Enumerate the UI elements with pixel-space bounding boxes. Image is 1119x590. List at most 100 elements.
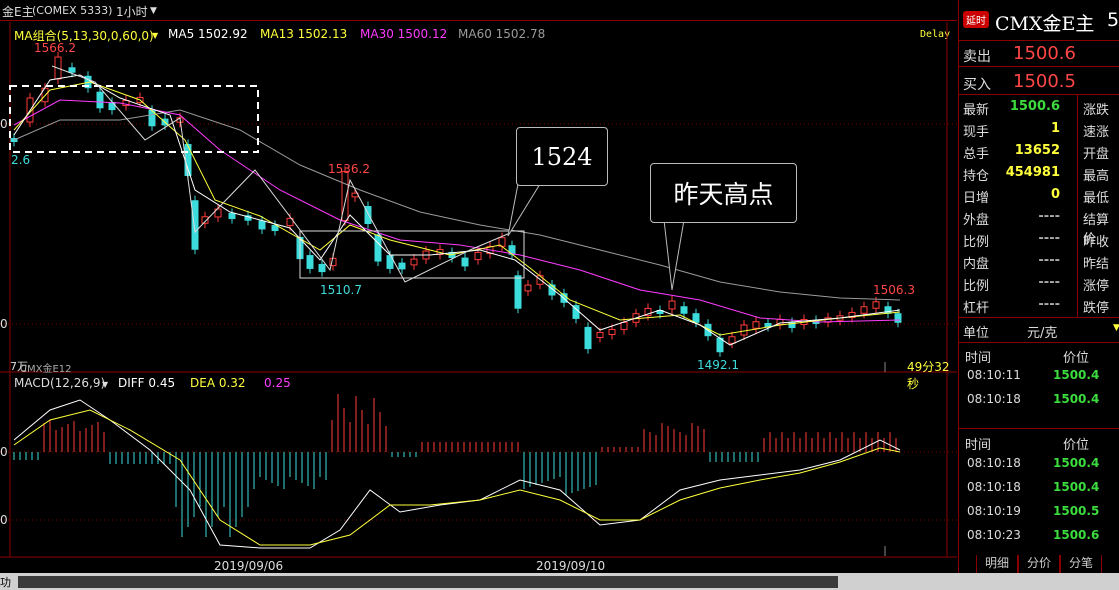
chevron-down-icon[interactable]: ▼ — [150, 6, 157, 16]
candle-body — [96, 91, 104, 109]
period-selector[interactable]: 1小时 — [116, 5, 148, 19]
quote-row-value: 1500.6 — [1009, 99, 1060, 114]
unit-value[interactable]: 元/克 — [1027, 326, 1058, 341]
candle-body — [68, 67, 76, 73]
candle-body — [374, 234, 382, 262]
unit-row[interactable]: 单位 元/克 ▼ — [959, 317, 1119, 343]
candle-body — [386, 255, 394, 269]
quote-row-label: 总手 — [963, 147, 990, 162]
status-left-text: 功 — [0, 576, 11, 589]
high-price-label: 1566.2 — [34, 41, 76, 55]
quote-row-label-right: 开盘 — [1083, 147, 1110, 162]
candle-body — [318, 263, 326, 273]
candle-body — [620, 321, 628, 331]
macd-panel — [13, 394, 901, 549]
header-divider — [0, 20, 957, 21]
recent-high-label: 1506.3 — [873, 283, 915, 297]
macd-title[interactable]: MACD(12,26,9) — [14, 376, 106, 390]
tick-row: 08:10:18 1500.4 — [959, 475, 1119, 499]
grid-lines — [0, 22, 957, 558]
volume-scale-label: 7万 — [10, 360, 28, 373]
quote-row-label-right: 昨结 — [1083, 257, 1110, 272]
tick-row: 08:10:18 1500.4 — [959, 387, 1119, 411]
candle-body — [228, 212, 236, 220]
candle-body — [894, 313, 902, 323]
tick-row: 08:10:18 1500.4 — [959, 451, 1119, 475]
quote-row-value: 0 — [1050, 187, 1060, 202]
ma13-value: MA13 1502.13 — [260, 27, 348, 41]
quote-row-value: 454981 — [1005, 165, 1060, 180]
ticks-header-1: 时间 价位 — [959, 344, 1119, 366]
quote-row-label: 日增 — [963, 191, 990, 206]
ticks-header-2: 时间 价位 — [959, 431, 1119, 453]
quote-row: 现手 1 速涨 — [959, 118, 1119, 140]
ticks-time-header: 时间 — [965, 351, 992, 366]
quote-row-value: ---- — [1038, 275, 1060, 290]
candle-body — [398, 262, 406, 270]
chart-header: 金E主 (COMEX 5333) 1小时 ▼ — [0, 0, 957, 22]
tab-detail[interactable]: 明细 — [976, 555, 1018, 574]
tick-price: 1500.4 — [1053, 480, 1100, 494]
tick-time: 08:10:23 — [967, 528, 1021, 542]
quote-row-label-right: 跌停 — [1083, 301, 1110, 316]
quote-row-label-right: 涨停 — [1083, 279, 1110, 294]
macd-diff: DIFF 0.45 — [118, 376, 176, 390]
quote-row-label-right: 速涨 — [1083, 125, 1110, 140]
quote-divider — [1077, 95, 1078, 317]
tick-time: 08:10:18 — [967, 480, 1021, 494]
ticks-price-header: 价位 — [1063, 351, 1090, 366]
tick-time: 08:10:19 — [967, 504, 1021, 518]
kline-chart[interactable] — [0, 22, 957, 573]
buy-price: 1500.5 — [1013, 71, 1076, 92]
quote-row-value: ---- — [1038, 253, 1060, 268]
macd-axis-label: 0 — [0, 445, 8, 459]
macd-dea-line — [13, 409, 901, 546]
tick-time: 08:10:11 — [967, 368, 1021, 382]
candle-body — [306, 255, 314, 269]
unit-label: 单位 — [963, 326, 990, 341]
callout-pointer-yesterday — [663, 219, 685, 291]
quote-row-label: 持仓 — [963, 169, 990, 184]
quote-symbol-suffix: 5 — [1107, 9, 1119, 31]
quote-row: 日增 0 最低 — [959, 184, 1119, 206]
tick-price: 1500.5 — [1053, 504, 1100, 518]
quote-row-value: ---- — [1038, 209, 1060, 224]
buy-label: 买入 — [963, 77, 991, 93]
candle-body — [668, 300, 676, 310]
quote-row: 外盘 ---- 结算价 — [959, 206, 1119, 247]
candle-body — [644, 307, 652, 317]
tick-price: 1500.4 — [1053, 392, 1100, 406]
chevron-down-icon[interactable]: ▼ — [1113, 323, 1119, 333]
candle-body — [764, 323, 772, 327]
quote-row-label: 现手 — [963, 125, 990, 140]
quote-row-label: 杠杆 — [963, 301, 990, 316]
chevron-down-icon[interactable]: ▼ — [152, 31, 159, 40]
dashed-box-annotation — [9, 85, 259, 153]
chevron-down-icon[interactable]: ▼ — [102, 380, 109, 389]
mid-high-label: 1536.2 — [328, 162, 370, 176]
quote-row-label: 最新 — [963, 103, 990, 118]
macd-axis-label: 0 — [0, 513, 8, 527]
ma60-value: MA60 1502.78 — [458, 27, 546, 41]
horizontal-scrollbar[interactable] — [18, 576, 838, 588]
callout-1524: 1524 — [516, 127, 608, 186]
quote-row-label: 比例 — [963, 279, 990, 294]
quote-row-label: 外盘 — [963, 213, 990, 228]
instrument-name[interactable]: 金E主 — [2, 5, 34, 19]
quote-row: 总手 13652 开盘 — [959, 140, 1119, 162]
tick-time: 08:10:18 — [967, 456, 1021, 470]
quote-row: 最新 1500.6 涨跌 — [959, 96, 1119, 118]
candle-body — [258, 220, 266, 230]
quote-row-label-right: 最低 — [1083, 191, 1110, 206]
candle-body — [596, 331, 604, 339]
tick-row: 08:10:19 1500.5 — [959, 499, 1119, 523]
ma-combo-title[interactable]: MA组合(5,13,30,0,60,0) — [14, 29, 154, 43]
callout-pointer-1524 — [507, 183, 541, 237]
exchange-code: (COMEX 5333) — [32, 4, 113, 17]
tick-price: 1500.4 — [1053, 368, 1100, 382]
candle-body — [848, 311, 856, 319]
candle-body — [474, 251, 482, 261]
tab-price-distribution[interactable]: 分价 — [1018, 555, 1060, 574]
chart-area[interactable]: 金E主 (COMEX 5333) 1小时 ▼ MA组合(5,13,30,0,60… — [0, 0, 957, 573]
tab-trades[interactable]: 分笔 — [1060, 555, 1102, 574]
